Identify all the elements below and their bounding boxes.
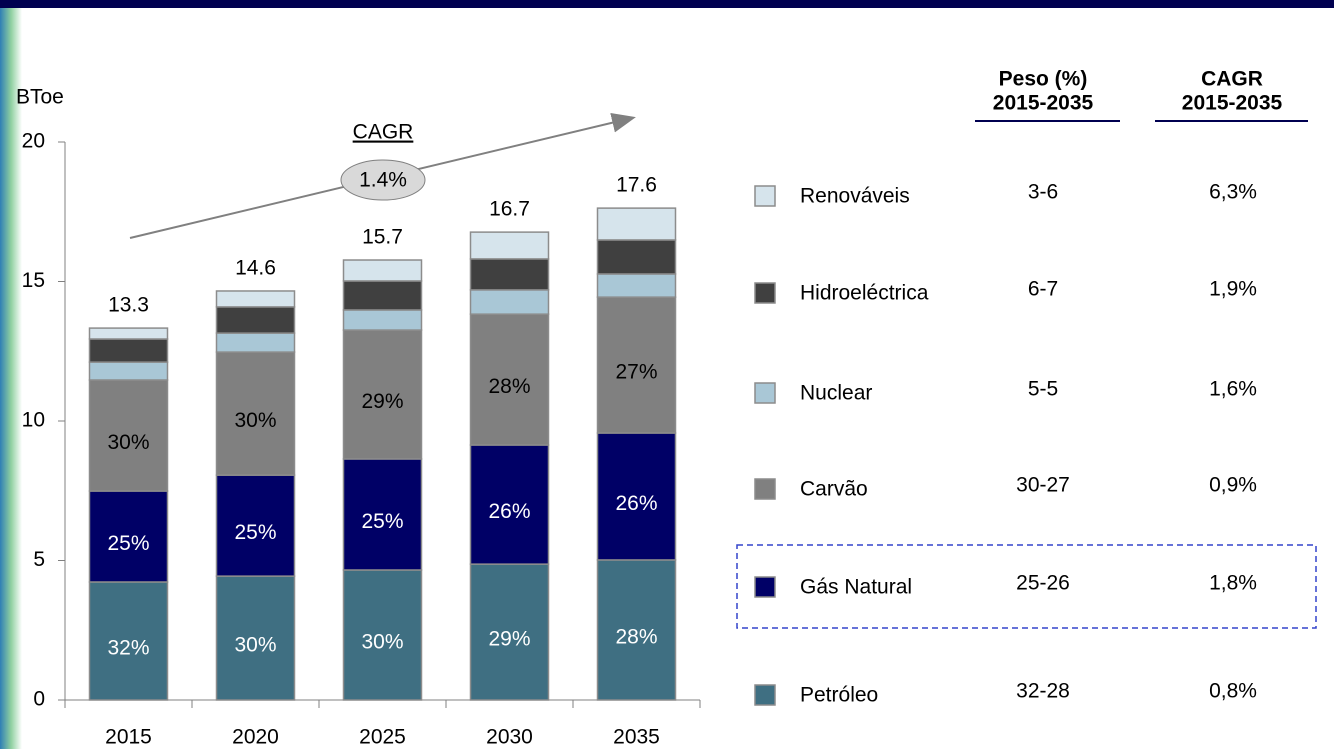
bar-segment (215, 290, 296, 308)
bar-segment (469, 258, 550, 291)
bar-segment (215, 306, 296, 334)
legend-label: Hidroeléctrica (800, 282, 929, 305)
total-label: 16.7 (489, 198, 530, 221)
segment-label: 26% (615, 492, 657, 515)
table-header: 2015-2035 (1182, 92, 1283, 115)
legend-swatch (754, 185, 776, 207)
bar-segment (88, 338, 169, 363)
bar-segment (342, 259, 423, 282)
y-tick-label: 10 (22, 409, 45, 432)
legend-label: Gás Natural (800, 576, 912, 599)
bar-segment (215, 474, 296, 577)
peso-cell: 30-27 (1016, 474, 1070, 497)
bar-segment (596, 207, 677, 241)
segment-label: 30% (234, 409, 276, 432)
bar-segment (342, 280, 423, 311)
peso-cell: 5-5 (1028, 378, 1058, 401)
cagr-cell: 1,6% (1209, 378, 1257, 401)
peso-cell: 6-7 (1028, 278, 1058, 301)
segment-label: 29% (488, 628, 530, 651)
legend-label: Renováveis (800, 185, 910, 208)
legend-label: Carvão (800, 478, 868, 501)
legend-swatch (754, 478, 776, 500)
x-tick-label: 2020 (232, 726, 279, 749)
segment-label: 27% (615, 361, 657, 384)
total-label: 15.7 (362, 226, 403, 249)
x-tick-label: 2035 (613, 726, 660, 749)
y-axis-label: BToe (16, 86, 64, 109)
legend-swatch (754, 684, 776, 706)
bar-segment (88, 327, 169, 340)
segment-label: 25% (234, 521, 276, 544)
segment-label: 26% (488, 500, 530, 523)
segment-label: 29% (361, 390, 403, 413)
bar-segment (469, 289, 550, 315)
total-label: 13.3 (108, 294, 149, 317)
x-tick-label: 2030 (486, 726, 533, 749)
y-tick-label: 20 (22, 130, 45, 153)
peso-cell: 3-6 (1028, 181, 1058, 204)
annotation-value: 1.4% (359, 169, 407, 192)
peso-cell: 25-26 (1016, 572, 1070, 595)
bar-segment (342, 458, 423, 571)
bar-segment (469, 313, 550, 446)
legend-label: Petróleo (800, 684, 878, 707)
table-header: 2015-2035 (993, 92, 1094, 115)
cagr-cell: 0,9% (1209, 474, 1257, 497)
bar-segment (342, 329, 423, 460)
total-label: 17.6 (616, 174, 657, 197)
legend-swatch (754, 576, 776, 598)
segment-label: 28% (615, 626, 657, 649)
bar-segment (215, 351, 296, 476)
bar-segment (596, 559, 677, 701)
bar-segment (88, 490, 169, 583)
total-label: 14.6 (235, 257, 276, 280)
table-header: Peso (%) (999, 68, 1088, 91)
bar-segment (596, 432, 677, 561)
highlight-box (736, 544, 1317, 629)
segment-label: 30% (234, 634, 276, 657)
y-tick-label: 0 (33, 688, 45, 711)
segment-label: 32% (107, 637, 149, 660)
x-tick-label: 2015 (105, 726, 152, 749)
bar-segment (342, 309, 423, 331)
x-tick-label: 2025 (359, 726, 406, 749)
annotation-bubble (340, 159, 426, 201)
peso-cell: 32-28 (1016, 680, 1070, 703)
segment-label: 28% (488, 375, 530, 398)
side-stripe (0, 8, 22, 749)
bar-segment (469, 231, 550, 260)
legend-swatch (754, 382, 776, 404)
y-tick-label: 15 (22, 269, 45, 292)
y-tick-label: 5 (33, 548, 45, 571)
cagr-cell: 6,3% (1209, 181, 1257, 204)
bar-segment (215, 575, 296, 701)
bar-segment (88, 379, 169, 492)
segment-label: 30% (107, 431, 149, 454)
table-header: CAGR (1201, 68, 1263, 91)
bar-segment (342, 569, 423, 701)
cagr-cell: 1,9% (1209, 278, 1257, 301)
bar-segment (215, 332, 296, 353)
legend-swatch (754, 282, 776, 304)
segment-label: 25% (361, 510, 403, 533)
cagr-cell: 0,8% (1209, 680, 1257, 703)
annotation-title: CAGR (353, 121, 414, 144)
bar-segment (596, 273, 677, 298)
bar-segment (596, 239, 677, 275)
bar-segment (469, 563, 550, 701)
bar-segment (88, 361, 169, 381)
bar-segment (469, 444, 550, 565)
segment-label: 30% (361, 631, 403, 654)
cagr-cell: 1,8% (1209, 572, 1257, 595)
legend-label: Nuclear (800, 382, 872, 405)
segment-label: 25% (107, 532, 149, 555)
top-bar (0, 0, 1334, 8)
